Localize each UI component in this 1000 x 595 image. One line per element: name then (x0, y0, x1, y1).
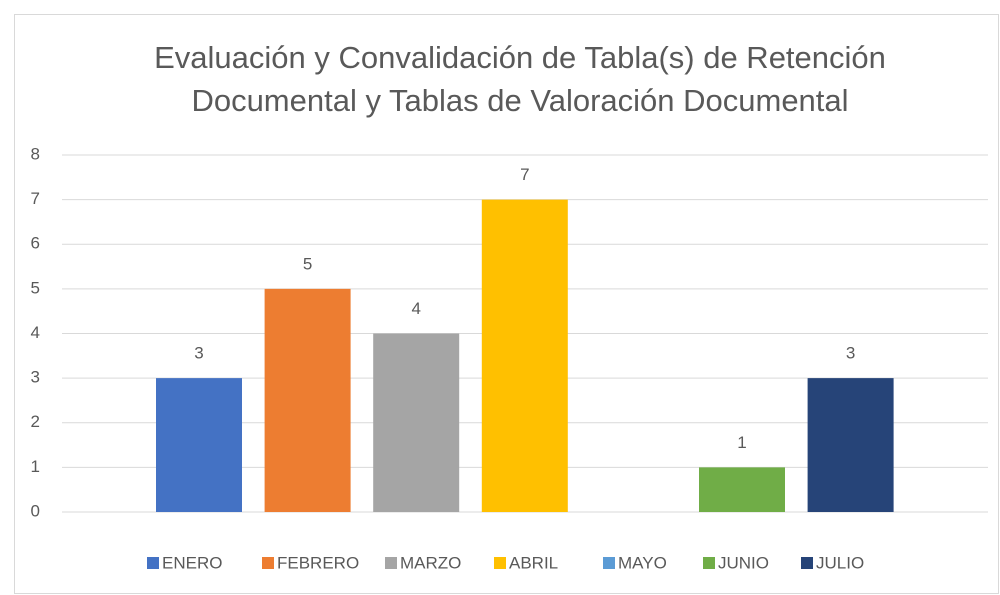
legend-swatch (494, 557, 506, 569)
legend-swatch (147, 557, 159, 569)
legend-swatch (603, 557, 615, 569)
y-tick-label: 0 (31, 501, 40, 520)
legend-swatch (703, 557, 715, 569)
legend-label: FEBRERO (277, 553, 359, 572)
legend-swatch (262, 557, 274, 569)
data-label: 1 (737, 433, 746, 452)
y-tick-label: 7 (31, 189, 40, 208)
legend-label: ABRIL (509, 553, 558, 572)
data-label: 4 (411, 299, 420, 318)
bar (699, 467, 785, 512)
legend-label: ENERO (162, 553, 222, 572)
chart-title: Documental y Tablas de Valoración Docume… (191, 83, 848, 118)
legend-swatch (801, 557, 813, 569)
data-label: 3 (846, 344, 855, 363)
legend-label: MAYO (618, 553, 667, 572)
y-tick-label: 3 (31, 368, 40, 387)
legend-swatch (385, 557, 397, 569)
data-label: 3 (194, 344, 203, 363)
legend-label: JULIO (816, 553, 864, 572)
y-tick-label: 1 (31, 457, 40, 476)
bar (373, 333, 460, 512)
y-tick-label: 2 (31, 412, 40, 431)
data-label: 7 (520, 165, 529, 184)
chart-title: Evaluación y Convalidación de Tabla(s) d… (154, 40, 886, 75)
y-tick-label: 5 (31, 278, 40, 297)
y-tick-label: 8 (31, 144, 40, 163)
bar (264, 288, 351, 512)
y-tick-label: 6 (31, 234, 40, 253)
bar (156, 378, 242, 512)
data-label: 5 (303, 254, 312, 273)
legend-label: JUNIO (718, 553, 769, 572)
legend-label: MARZO (400, 553, 461, 572)
bar (807, 378, 894, 512)
bar (481, 199, 568, 512)
y-tick-label: 4 (31, 323, 40, 342)
